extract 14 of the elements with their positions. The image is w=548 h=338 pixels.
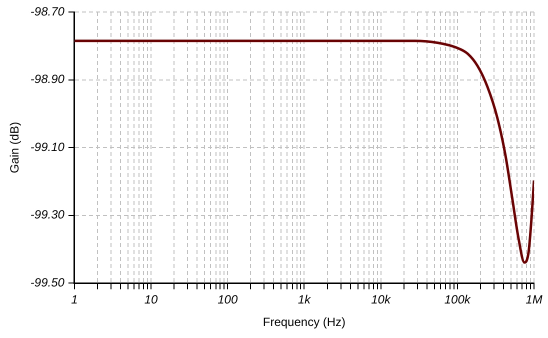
x-tick-label: 10	[144, 292, 158, 307]
x-tick-label: 1M	[526, 292, 542, 307]
x-tick-label: 1k	[298, 292, 312, 307]
y-tick-label: -99.10	[30, 140, 65, 154]
y-tick-label: -99.50	[30, 276, 65, 290]
x-tick-label: 100	[218, 292, 238, 307]
y-axis-title: Gain (dB)	[8, 122, 22, 174]
y-tick-label: -99.30	[30, 208, 65, 222]
x-tick-label: 1	[71, 292, 78, 307]
x-tick-label: 100k	[444, 292, 472, 307]
x-tick-label: 10k	[371, 292, 392, 307]
y-tick-label: -98.90	[30, 72, 65, 86]
x-axis-title: Frequency (Hz)	[262, 315, 346, 330]
y-tick-label: -98.70	[30, 4, 65, 18]
